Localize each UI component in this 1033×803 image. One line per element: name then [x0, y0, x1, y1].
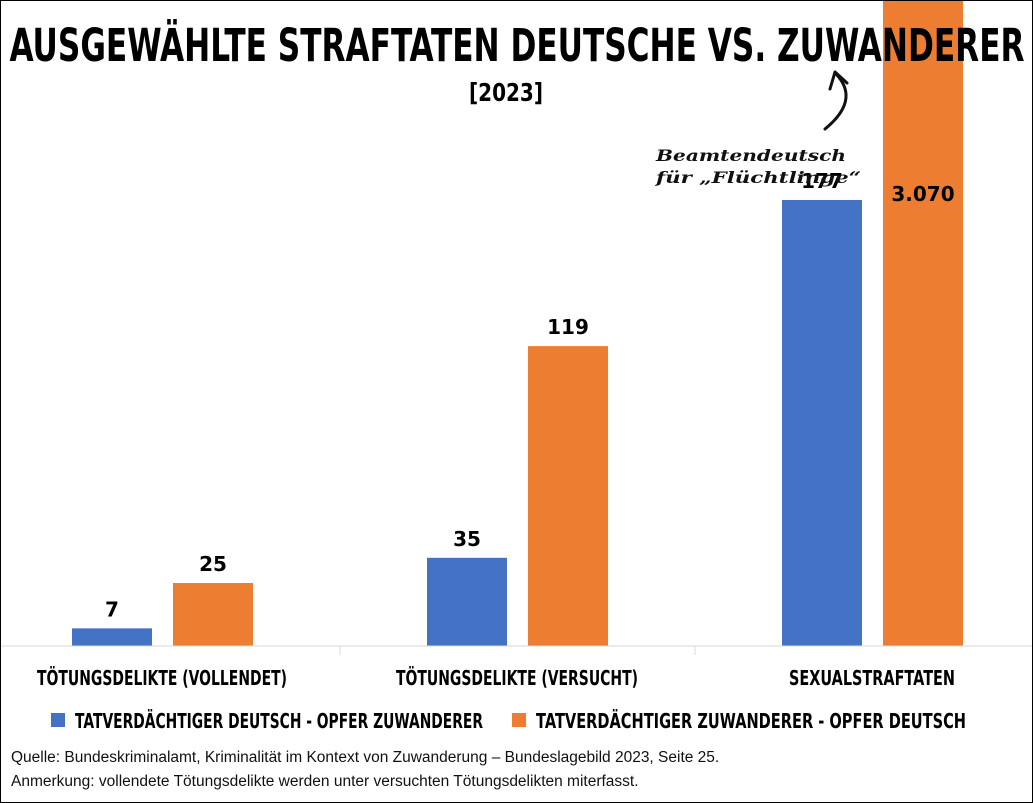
legend-label: TATVERDÄCHTIGER ZUWANDERER - OPFER DEUTS…: [536, 709, 966, 733]
bar: [782, 199, 862, 646]
data-label: 7: [105, 597, 119, 621]
legend: TATVERDÄCHTIGER DEUTSCH - OPFER ZUWANDER…: [51, 709, 966, 733]
bar: [72, 628, 152, 646]
annotation-arrow: [823, 73, 848, 131]
category-labels: TÖTUNGSDELIKTE (VOLLENDET) TÖTUNGSDELIKTE…: [37, 666, 955, 690]
legend-swatch: [51, 713, 65, 727]
category-label: TÖTUNGSDELIKTE (VOLLENDET): [37, 666, 287, 690]
legend-label: TATVERDÄCHTIGER DEUTSCH - OPFER ZUWANDER…: [75, 709, 483, 733]
source-note: Quelle: Bundeskriminalamt, Kriminalität …: [11, 749, 720, 766]
annotation-line-1: Beamtendeutsch: [655, 146, 846, 165]
annotation-line-2: für „Flüchtlinge“: [655, 168, 861, 187]
bar: [528, 346, 608, 646]
bars-layer: 7 35 177 25 119 3.070: [72, 1, 963, 646]
bar: [173, 583, 253, 646]
remark-note: Anmerkung: vollendete Tötungsdelikte wer…: [11, 773, 639, 790]
data-label: 25: [199, 552, 227, 576]
chart-title: AUSGEWÄHLTE STRAFTATEN DEUTSCHE VS. ZUWA…: [10, 19, 1025, 72]
category-label: TÖTUNGSDELIKTE (VERSUCHT): [396, 666, 638, 690]
chart-subtitle: [2023]: [469, 78, 543, 107]
category-label: SEXUALSTRAFTATEN: [789, 666, 955, 690]
legend-swatch: [512, 713, 526, 727]
annotation-arrowhead: [828, 70, 849, 91]
data-label: 3.070: [891, 182, 954, 206]
data-label: 177: [801, 169, 843, 193]
data-label: 119: [547, 315, 589, 339]
annotation: Beamtendeutsch für „Flüchtlinge“: [655, 70, 861, 187]
bar: [427, 557, 507, 646]
bar: [883, 1, 963, 646]
data-label: 35: [453, 527, 481, 551]
